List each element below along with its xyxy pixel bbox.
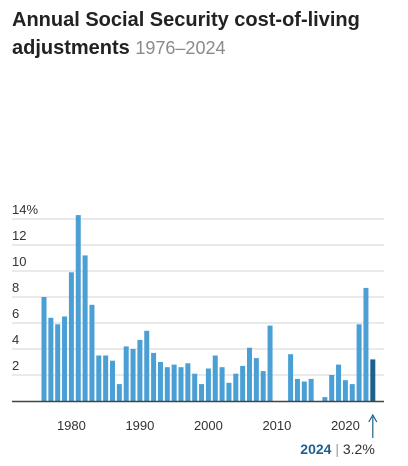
bar-2019 [336,364,342,401]
bar-1977 [48,317,54,401]
bar-1981 [75,215,81,401]
bar-2021 [349,384,355,401]
highlight-arrow-head [368,413,378,423]
bar-2000 [205,368,211,401]
bar-1992 [151,352,157,401]
bar-2024 [370,359,376,401]
bar-2009 [267,325,273,401]
bar-2015 [308,378,314,401]
y-tick-label-8: 8 [12,280,19,295]
bar-1978 [55,324,61,401]
y-tick-label-10: 10 [12,254,26,269]
bar-2007 [253,358,259,401]
bar-1993 [157,362,163,401]
y-tick-label-14: 14% [12,202,38,217]
bar-1990 [137,339,143,401]
bar-2013 [294,378,300,401]
highlight-annotation: 2024 | 3.2% [300,441,375,457]
bar-1996 [178,367,184,401]
chart-title-sub: 1976–2024 [135,38,226,58]
x-tick-label-2000: 2000 [194,418,223,433]
bar-1999 [199,384,205,401]
bar-1994 [164,367,170,401]
bar-2006 [247,347,252,401]
bar-1991 [144,330,150,401]
bar-2022 [356,324,362,401]
bar-2014 [301,381,307,401]
bar-1998 [192,373,198,401]
highlight-separator: | [331,441,342,457]
bar-1989 [130,349,136,401]
bar-2012 [288,354,294,401]
bar-2023 [363,287,369,401]
bar-2020 [342,380,348,401]
bar-1985 [103,355,109,401]
bar-2005 [240,365,246,401]
bar-1997 [185,363,191,401]
bar-1982 [82,255,88,401]
bar-2003 [226,382,232,401]
chart-title-main: Annual Social Security cost-of-living ad… [12,9,360,59]
bar-2008 [260,371,266,401]
chart-title: Annual Social Security cost-of-living ad… [12,6,404,62]
x-tick-label-1980: 1980 [57,418,86,433]
bar-2001 [212,355,218,401]
y-tick-label-12: 12 [12,228,26,243]
y-tick-label-6: 6 [12,306,19,321]
x-tick-label-1990: 1990 [125,418,154,433]
highlight-value-label: 3.2% [343,441,375,457]
bar-2018 [329,375,335,401]
bar-1995 [171,364,177,401]
y-tick-label-2: 2 [12,358,19,373]
y-tick-label-4: 4 [12,332,19,347]
bar-1984 [96,355,102,401]
bar-1986 [110,360,115,401]
highlight-year-label: 2024 [300,441,331,457]
x-tick-label-2010: 2010 [262,418,291,433]
bar-1980 [68,272,74,401]
x-tick-label-2020: 2020 [331,418,360,433]
bar-2017 [322,397,328,401]
bar-1976 [41,297,47,401]
bar-1979 [62,316,68,401]
bar-2004 [233,373,239,401]
bar-2002 [219,367,225,401]
bar-1988 [123,346,129,401]
bar-1987 [116,384,122,401]
bar-1983 [89,304,95,401]
